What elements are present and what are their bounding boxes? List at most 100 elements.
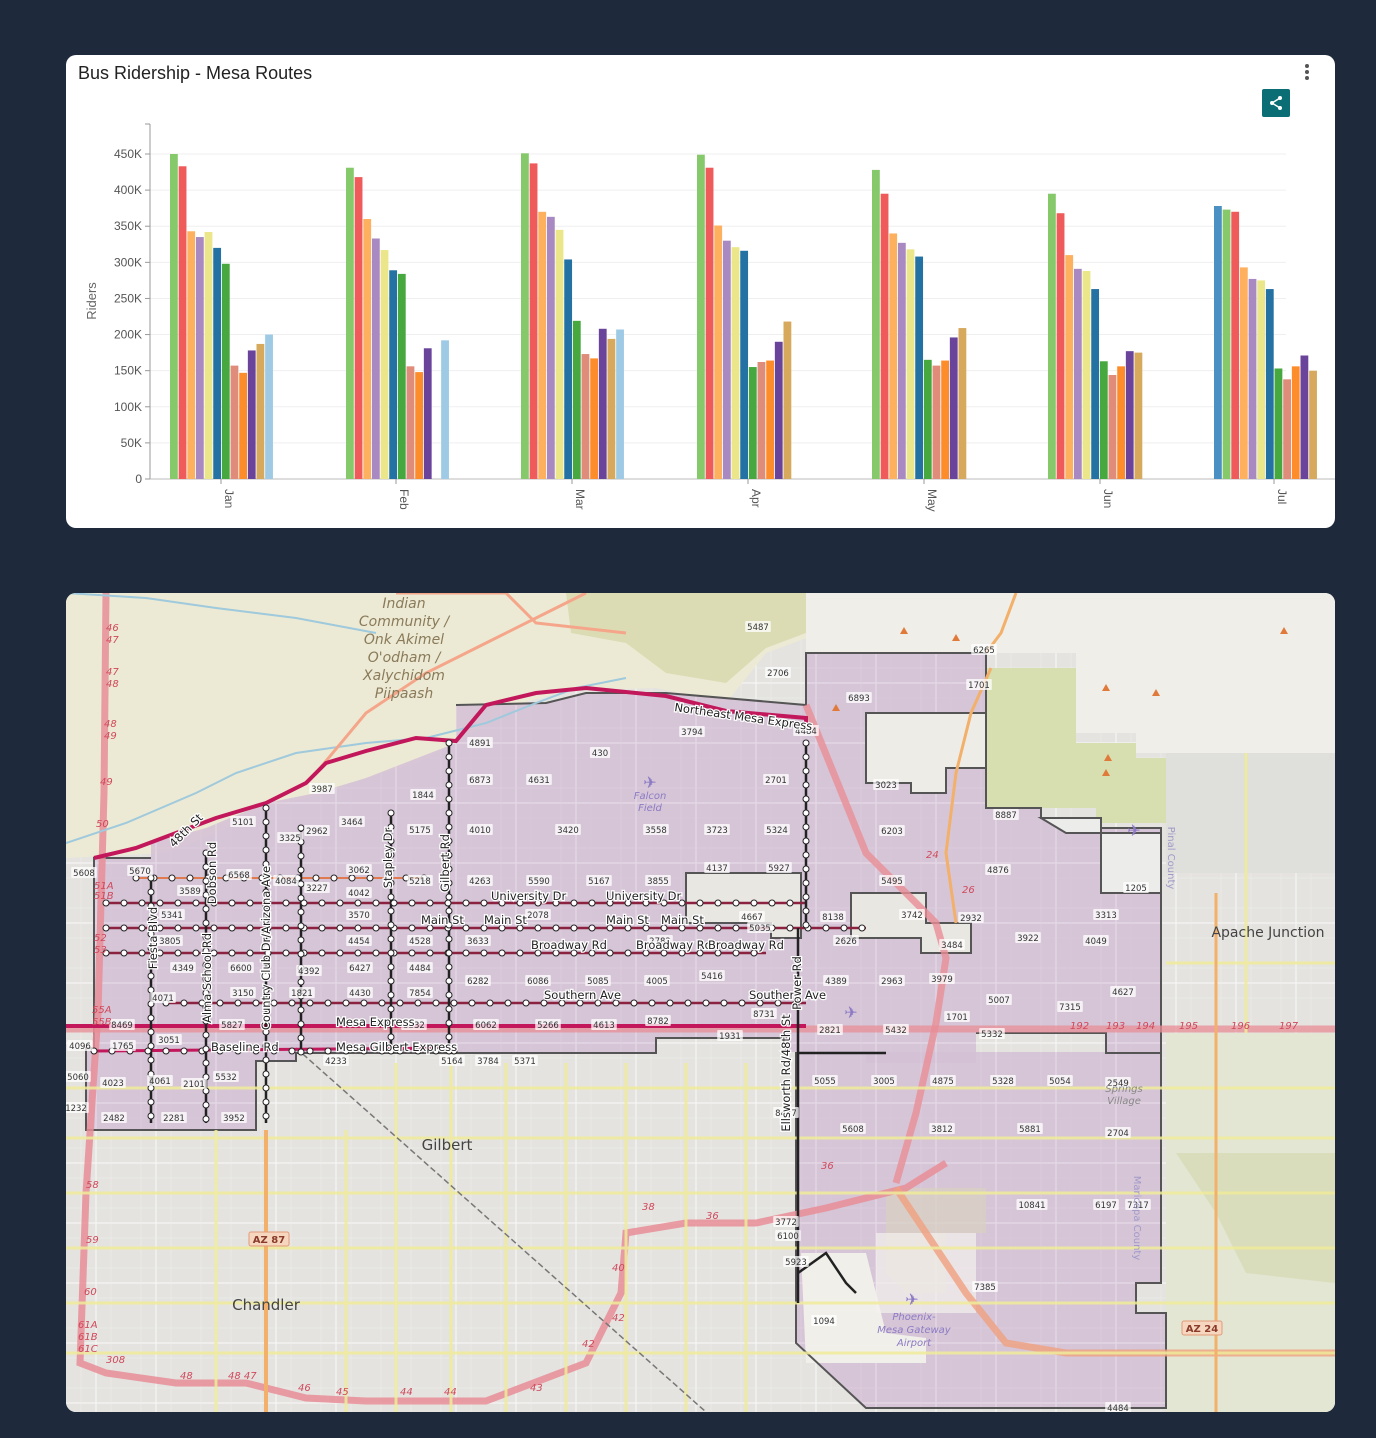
bus-stop-icon[interactable] <box>336 949 344 957</box>
bus-stop-icon[interactable] <box>342 999 350 1007</box>
bus-stop-icon[interactable] <box>234 1047 242 1055</box>
bus-stop-icon[interactable] <box>147 972 155 980</box>
bus-stop-icon[interactable] <box>786 899 794 907</box>
bar[interactable] <box>1300 355 1309 480</box>
bus-stop-icon[interactable] <box>606 949 614 957</box>
bar[interactable] <box>697 154 705 479</box>
bus-stop-icon[interactable] <box>147 944 155 952</box>
bus-stop-icon[interactable] <box>678 924 686 932</box>
bar[interactable] <box>731 247 740 479</box>
bus-stop-icon[interactable] <box>262 916 270 924</box>
bus-stop-icon[interactable] <box>262 860 270 868</box>
bus-stop-icon[interactable] <box>262 1028 270 1036</box>
bus-stop-icon[interactable] <box>445 823 453 831</box>
bar[interactable] <box>705 167 714 479</box>
bus-stop-icon[interactable] <box>462 924 470 932</box>
bus-stop-icon[interactable] <box>445 949 453 957</box>
bus-stop-icon[interactable] <box>408 924 416 932</box>
bar[interactable] <box>380 250 389 479</box>
bus-stop-icon[interactable] <box>642 899 650 907</box>
bar[interactable] <box>872 169 880 479</box>
bar[interactable] <box>1222 209 1231 479</box>
bar[interactable] <box>1291 366 1300 479</box>
bus-stop-icon[interactable] <box>630 999 638 1007</box>
bus-stop-icon[interactable] <box>732 924 740 932</box>
bus-stop-icon[interactable] <box>297 978 305 986</box>
bus-stop-icon[interactable] <box>147 916 155 924</box>
bar[interactable] <box>572 320 581 479</box>
bus-stop-icon[interactable] <box>414 1047 422 1055</box>
bus-stop-icon[interactable] <box>138 924 146 932</box>
bar[interactable] <box>538 211 547 479</box>
bus-stop-icon[interactable] <box>192 949 200 957</box>
bus-stop-icon[interactable] <box>445 893 453 901</box>
bus-stop-icon[interactable] <box>102 949 110 957</box>
bus-stop-icon[interactable] <box>445 865 453 873</box>
bus-stop-icon[interactable] <box>504 999 512 1007</box>
bus-stop-icon[interactable] <box>750 899 758 907</box>
bus-stop-icon[interactable] <box>202 919 210 927</box>
bus-stop-icon[interactable] <box>802 809 810 817</box>
bus-stop-icon[interactable] <box>192 924 200 932</box>
bar[interactable] <box>923 359 932 479</box>
bus-stop-icon[interactable] <box>297 824 305 832</box>
bar[interactable] <box>740 250 749 479</box>
bus-stop-icon[interactable] <box>445 907 453 915</box>
bus-stop-icon[interactable] <box>306 999 314 1007</box>
bus-stop-icon[interactable] <box>534 949 542 957</box>
bus-stop-icon[interactable] <box>588 949 596 957</box>
bus-stop-icon[interactable] <box>387 963 395 971</box>
bar[interactable] <box>958 328 967 479</box>
bus-stop-icon[interactable] <box>297 908 305 916</box>
bus-stop-icon[interactable] <box>498 949 506 957</box>
bus-stop-icon[interactable] <box>297 1006 305 1014</box>
bar[interactable] <box>1099 361 1108 479</box>
bar[interactable] <box>406 366 415 479</box>
bus-stop-icon[interactable] <box>202 863 210 871</box>
bar[interactable] <box>371 238 380 480</box>
bus-stop-icon[interactable] <box>660 949 668 957</box>
bus-stop-icon[interactable] <box>588 899 596 907</box>
bar[interactable] <box>581 354 590 479</box>
bar[interactable] <box>170 154 178 479</box>
kebab-menu-icon[interactable] <box>1301 63 1313 81</box>
bus-stop-icon[interactable] <box>445 809 453 817</box>
bus-stop-icon[interactable] <box>858 924 866 932</box>
bus-stop-icon[interactable] <box>372 949 380 957</box>
bar[interactable] <box>714 225 723 480</box>
bar[interactable] <box>247 350 256 479</box>
bus-stop-icon[interactable] <box>202 961 210 969</box>
bar[interactable] <box>397 273 406 479</box>
bus-stop-icon[interactable] <box>102 924 110 932</box>
bus-stop-icon[interactable] <box>174 949 182 957</box>
bus-stop-icon[interactable] <box>202 849 210 857</box>
bar[interactable] <box>1125 351 1134 479</box>
bus-stop-icon[interactable] <box>702 999 710 1007</box>
bar[interactable] <box>1108 375 1117 479</box>
bus-stop-icon[interactable] <box>387 1047 395 1055</box>
bar[interactable] <box>757 362 766 479</box>
bus-stop-icon[interactable] <box>262 930 270 938</box>
bus-stop-icon[interactable] <box>738 999 746 1007</box>
bar[interactable] <box>363 219 372 479</box>
bus-stop-icon[interactable] <box>802 767 810 775</box>
bus-stop-icon[interactable] <box>540 999 548 1007</box>
bus-stop-icon[interactable] <box>180 1047 188 1055</box>
bus-stop-icon[interactable] <box>480 949 488 957</box>
bus-stop-icon[interactable] <box>714 899 722 907</box>
bus-stop-icon[interactable] <box>594 999 602 1007</box>
bus-stop-icon[interactable] <box>318 899 326 907</box>
bus-stop-icon[interactable] <box>387 935 395 943</box>
bus-stop-icon[interactable] <box>202 905 210 913</box>
bus-stop-icon[interactable] <box>120 924 128 932</box>
bus-stop-icon[interactable] <box>387 879 395 887</box>
bus-stop-icon[interactable] <box>387 893 395 901</box>
bus-stop-icon[interactable] <box>660 899 668 907</box>
bus-stop-icon[interactable] <box>282 899 290 907</box>
bus-stop-icon[interactable] <box>180 999 188 1007</box>
bus-stop-icon[interactable] <box>445 921 453 929</box>
bus-stop-icon[interactable] <box>570 924 578 932</box>
bus-stop-icon[interactable] <box>522 999 530 1007</box>
bus-stop-icon[interactable] <box>445 935 453 943</box>
bus-stop-icon[interactable] <box>120 899 128 907</box>
